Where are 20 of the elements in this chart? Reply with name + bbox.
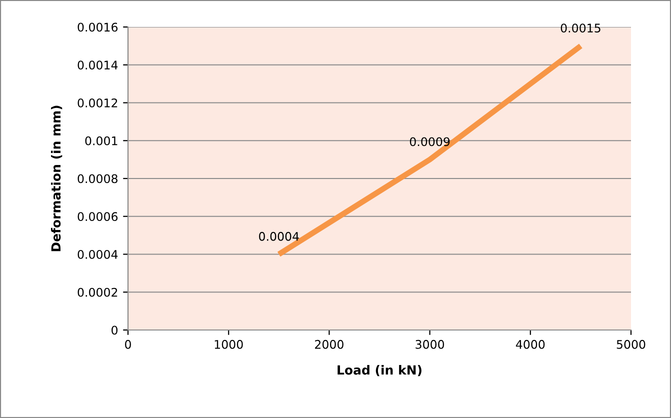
y-axis-title: Deformation (in mm): [50, 106, 62, 252]
y-tick-label: 0: [112, 326, 118, 335]
data-label: 0.0009: [410, 137, 450, 146]
y-tick-label: 0.0008: [78, 174, 118, 184]
y-tick-label: 0.0012: [78, 98, 118, 108]
y-tick-label: 0.0006: [78, 212, 118, 222]
x-tick-label: 2000: [315, 340, 344, 349]
x-tick-label: 0: [125, 340, 131, 349]
x-tick-label: 1000: [214, 340, 243, 349]
x-axis-title: Load (in kN): [338, 365, 422, 376]
y-tick-label: 0.0014: [78, 60, 118, 70]
data-label: 0.0004: [259, 232, 299, 241]
x-tick-label: 4000: [516, 340, 545, 349]
y-tick-label: 0.0016: [78, 22, 118, 32]
x-tick-label: 5000: [616, 340, 646, 349]
data-label: 0.0015: [560, 24, 600, 33]
y-tick-label: 0.001: [85, 136, 118, 146]
y-tick-label: 0.0002: [78, 288, 118, 297]
y-tick-label: 0.0004: [78, 250, 118, 259]
x-tick-label: 3000: [416, 340, 444, 349]
